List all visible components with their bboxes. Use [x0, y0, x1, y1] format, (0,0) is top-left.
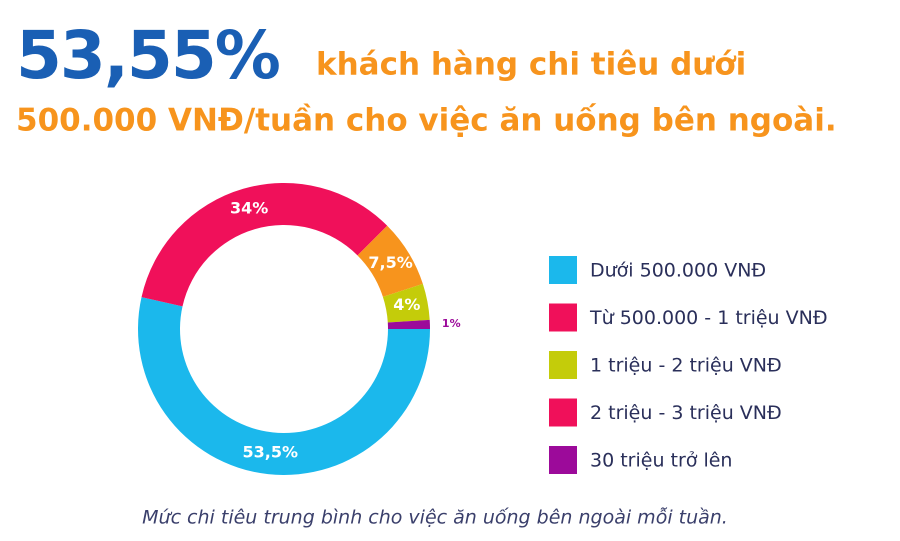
legend-swatch — [549, 303, 577, 332]
legend-swatch — [549, 398, 577, 427]
caption: Mức chi tiêu trung bình cho việc ăn uống… — [142, 507, 728, 529]
donut-slice — [387, 319, 430, 329]
legend-label: Từ 500.000 - 1 triệu VNĐ — [589, 307, 828, 329]
slice-label: 34% — [230, 198, 268, 217]
donut-slice — [141, 183, 388, 307]
slice-label: 53,5% — [243, 443, 299, 462]
legend-swatch — [549, 351, 577, 379]
slice-label: 4% — [393, 295, 420, 314]
legend-swatch — [549, 256, 577, 284]
donut-slice — [357, 225, 423, 297]
headline-number: 53,55% — [16, 17, 280, 94]
legend-label: 2 triệu - 3 triệu VNĐ — [590, 402, 782, 424]
legend-swatch — [549, 446, 577, 474]
chart-subtitle: 500.000 VNĐ/tuần cho việc ăn uống bên ng… — [16, 103, 837, 139]
legend-label: 30 triệu trở lên — [590, 450, 732, 472]
legend-label: Dưới 500.000 VNĐ — [590, 260, 766, 282]
donut-slice — [137, 297, 431, 476]
slice-label: 1% — [442, 317, 461, 330]
slice-label: 7,5% — [368, 253, 412, 272]
donut-slice — [382, 283, 430, 323]
legend-label: 1 triệu - 2 triệu VNĐ — [590, 355, 782, 377]
chart-title: khách hàng chi tiêu dưới — [316, 47, 746, 83]
